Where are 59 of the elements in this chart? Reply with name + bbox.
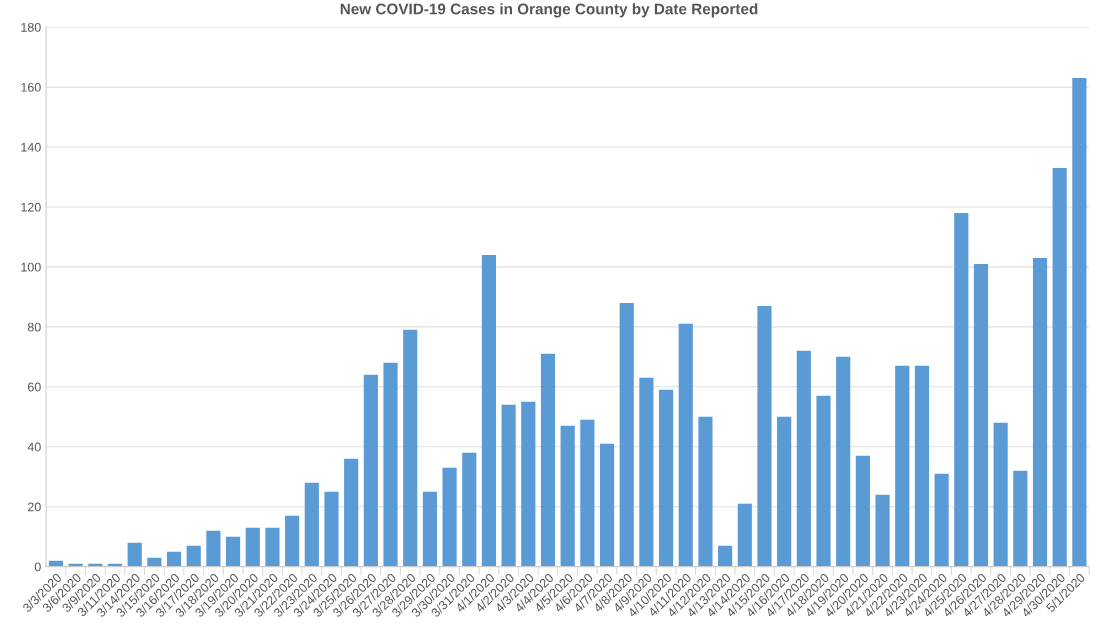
bar bbox=[324, 491, 339, 567]
bar bbox=[186, 545, 201, 567]
bar bbox=[245, 527, 260, 567]
bar bbox=[501, 404, 516, 567]
bar bbox=[481, 254, 497, 567]
bar bbox=[658, 389, 674, 567]
bar bbox=[895, 365, 910, 567]
bar bbox=[796, 350, 811, 567]
y-tick-label: 180 bbox=[21, 22, 41, 32]
bar bbox=[619, 302, 634, 567]
bar bbox=[875, 494, 890, 567]
bar bbox=[934, 473, 949, 567]
y-tick-label: 40 bbox=[27, 442, 41, 452]
bar bbox=[580, 419, 595, 567]
bar bbox=[560, 425, 575, 567]
bar bbox=[973, 263, 989, 567]
bar bbox=[855, 455, 870, 567]
bar bbox=[836, 356, 851, 567]
bar bbox=[206, 530, 221, 567]
bar bbox=[718, 545, 733, 567]
y-tick-label: 160 bbox=[21, 82, 41, 92]
bar bbox=[226, 536, 241, 567]
bar bbox=[383, 362, 398, 567]
bar bbox=[698, 416, 713, 567]
bar bbox=[442, 467, 457, 567]
y-tick-label: 20 bbox=[27, 502, 41, 512]
bar bbox=[993, 422, 1008, 567]
bar bbox=[403, 329, 418, 567]
bar bbox=[285, 515, 300, 567]
bar bbox=[521, 401, 536, 567]
bar bbox=[422, 491, 437, 567]
bar bbox=[777, 416, 792, 567]
bar bbox=[1072, 78, 1087, 567]
chart-title: New COVID-19 Cases in Orange County by Date Reported bbox=[340, 3, 758, 18]
bar bbox=[678, 323, 693, 567]
bar bbox=[344, 458, 359, 567]
y-tick-label: 100 bbox=[21, 262, 41, 272]
y-tick-label: 140 bbox=[21, 142, 41, 152]
bar bbox=[1013, 470, 1028, 567]
bar bbox=[914, 365, 930, 567]
bar bbox=[599, 443, 615, 567]
bar bbox=[265, 527, 280, 567]
bar bbox=[1032, 257, 1048, 567]
y-tick-label: 0 bbox=[34, 562, 41, 572]
bar bbox=[954, 212, 969, 567]
y-tick-label: 60 bbox=[27, 382, 41, 392]
y-tick-label: 120 bbox=[21, 202, 41, 212]
bar bbox=[737, 503, 752, 567]
bar bbox=[166, 551, 182, 567]
bar bbox=[363, 374, 378, 567]
bar bbox=[1052, 168, 1067, 567]
bar bbox=[816, 395, 831, 567]
bar bbox=[462, 452, 477, 567]
bar bbox=[639, 377, 654, 567]
y-tick-label: 80 bbox=[27, 322, 41, 332]
bar bbox=[757, 305, 772, 567]
bar bbox=[304, 482, 319, 567]
bar bbox=[540, 353, 556, 567]
bar bbox=[127, 542, 142, 567]
